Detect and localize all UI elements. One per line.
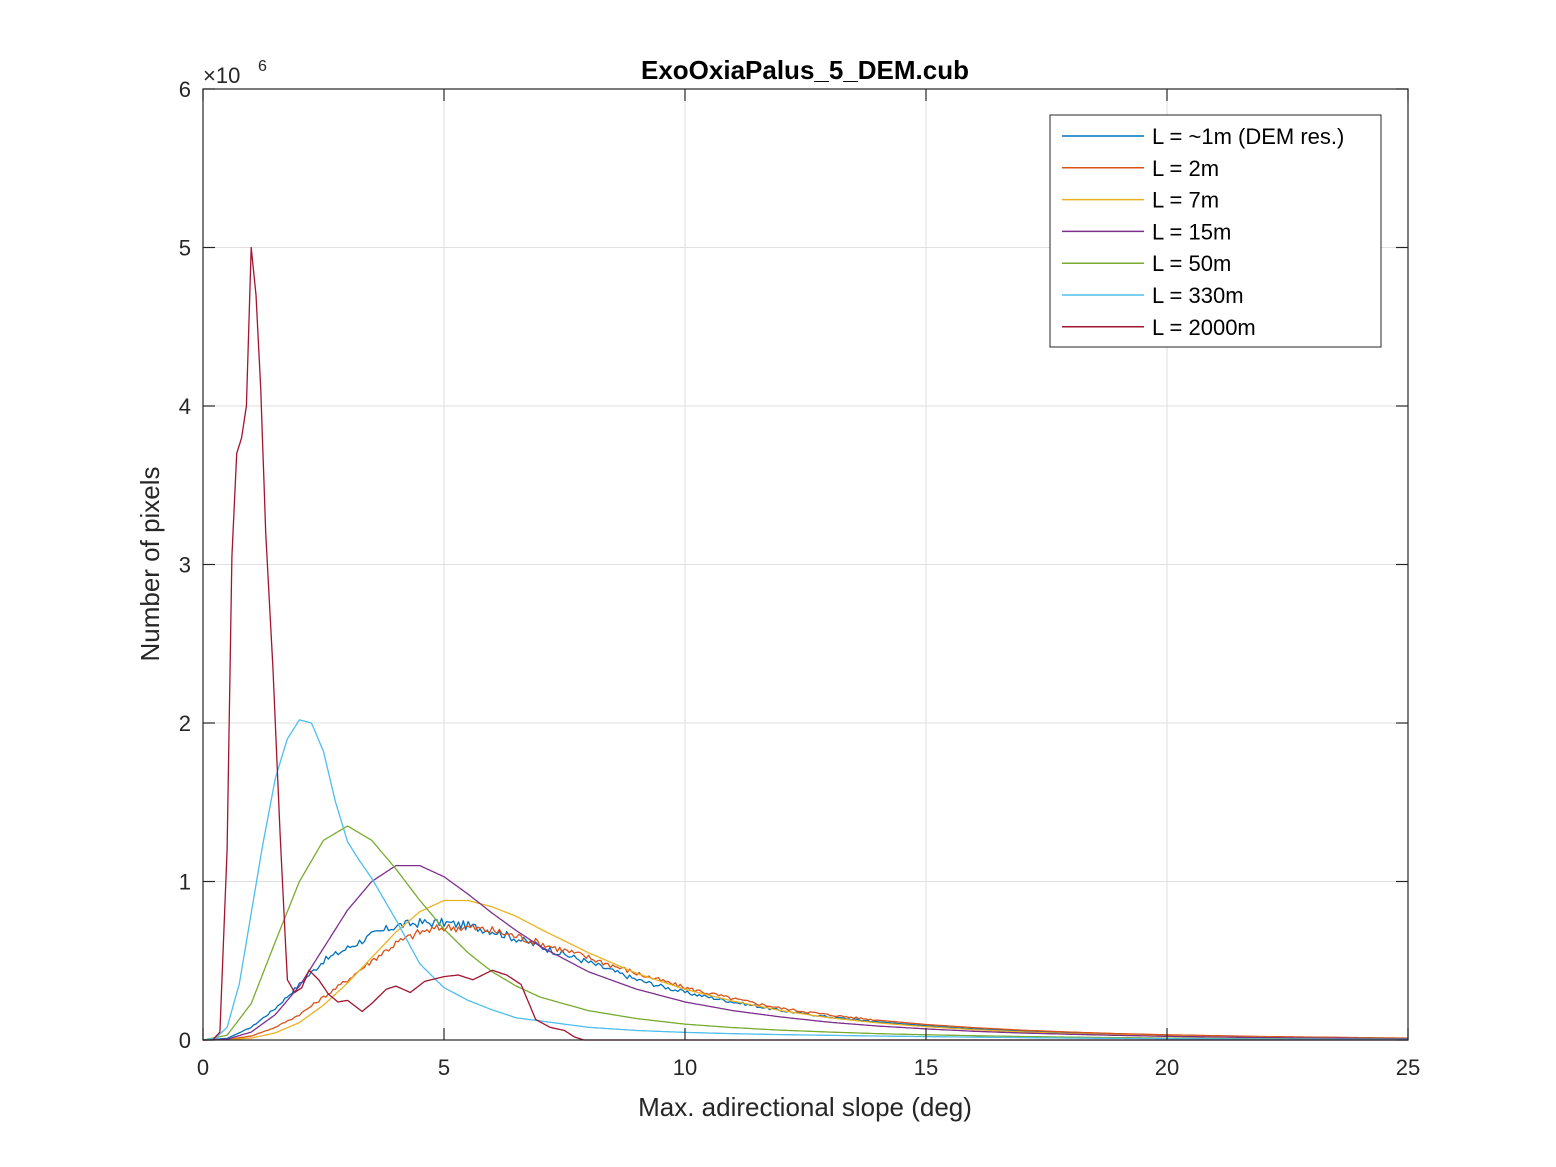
legend-label: L = 7m [1152,188,1219,213]
y-tick-label: 3 [179,553,191,578]
legend-label: L = 50m [1152,251,1231,276]
x-tick-label: 20 [1155,1055,1179,1080]
y-exponent-power: 6 [258,58,267,75]
chart-title: ExoOxiaPalus_5_DEM.cub [641,55,969,85]
legend-label: L = 15m [1152,219,1231,244]
tick-labels: 0 5 10 15 20 25 0 1 2 3 4 5 6 [179,77,1420,1080]
series-layer [202,246,1408,1041]
legend-label: L = 2000m [1152,315,1256,340]
series-line-4 [202,864,1408,1041]
x-tick-label: 5 [438,1055,450,1080]
y-exponent-base: ×10 [203,63,240,88]
legend: L = ~1m (DEM res.) L = 2m L = 7m L = 15m L =… [1049,114,1382,348]
x-tick-label: 25 [1396,1055,1420,1080]
y-tick-label: 2 [179,711,191,736]
y-tick-label: 1 [179,870,191,895]
legend-label: L = ~1m (DEM res.) [1152,124,1344,149]
legend-label: L = 2m [1152,156,1219,181]
series-line-6 [202,719,1408,1041]
y-tick-label: 6 [179,77,191,102]
x-axis-label: Max. adirectional slope (deg) [638,1092,972,1122]
y-tick-label: 5 [179,236,191,261]
legend-label: L = 330m [1152,283,1244,308]
x-tick-label: 15 [914,1055,938,1080]
series-line-2 [203,923,1408,1041]
y-tick-label: 0 [179,1028,191,1053]
x-tick-label: 0 [197,1055,209,1080]
x-tick-label: 10 [673,1055,697,1080]
tick-marks [202,88,1409,1041]
y-tick-label: 4 [179,394,191,419]
y-axis-label: Number of pixels [135,466,165,661]
